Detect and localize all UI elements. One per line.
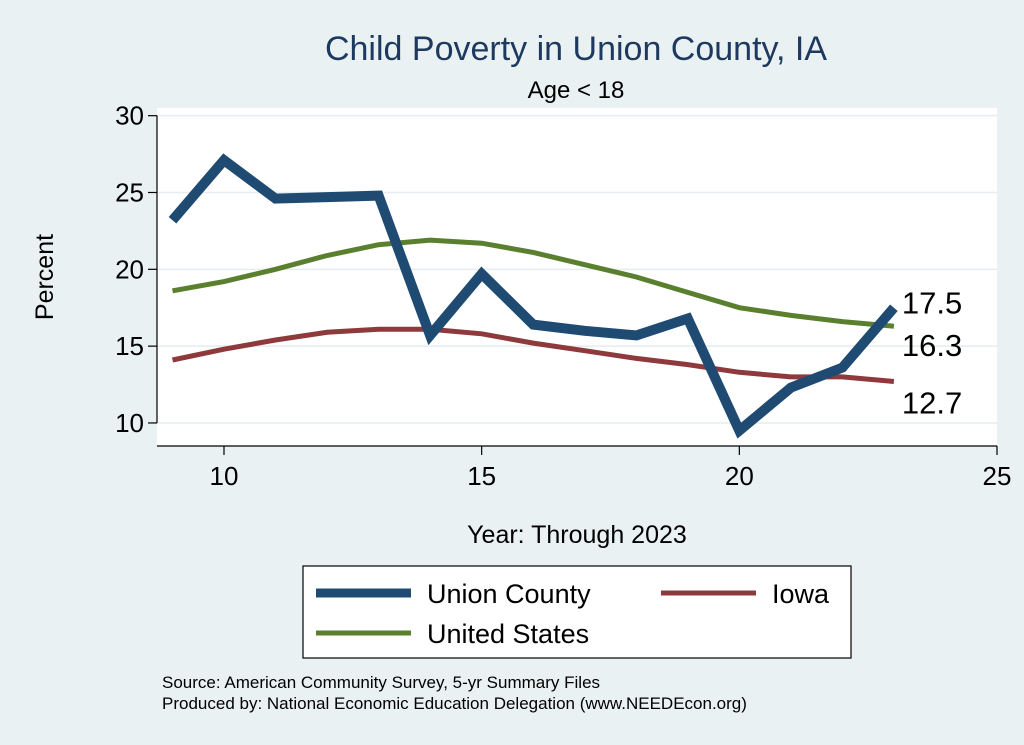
y-tick-label-20: 20 [115,254,144,284]
end-label-united-states: 16.3 [902,328,962,363]
legend: Union County Iowa United States [302,565,852,659]
chart-title: Child Poverty in Union County, IA [325,30,827,68]
source-note: Source: American Community Survey, 5-yr … [162,673,600,692]
end-label-iowa: 12.7 [902,385,962,420]
series-line-iowa [171,326,895,384]
y-tick-label-10: 10 [115,408,144,438]
plot-area [157,108,997,446]
legend-box [302,565,852,659]
end-label-union-county: 17.5 [902,286,962,321]
y-tick-label-30: 30 [115,101,144,131]
legend-label-union-county: Union County [427,579,591,609]
x-tick-label-25: 25 [983,461,1012,491]
x-tick-label-10: 10 [210,461,239,491]
legend-label-united-states: United States [427,619,589,649]
y-tick-label-25: 25 [115,178,144,208]
x-tick-label-20: 20 [725,461,754,491]
x-axis-label: Year: Through 2023 [467,521,687,549]
axes: 10 15 20 25 30 10 15 20 25 [115,101,1011,491]
series-line-union-county [168,153,898,439]
y-axis-label: Percent [31,234,59,320]
series-layer [168,153,898,439]
y-tick-label-15: 15 [115,331,144,361]
producer-note: Produced by: National Economic Education… [162,694,747,713]
end-labels: 17.5 12.7 16.3 [902,286,962,421]
chart-subtitle: Age < 18 [528,77,625,104]
series-line-united-states [172,237,895,329]
x-tick-label-15: 15 [467,461,496,491]
legend-label-iowa: Iowa [772,579,830,609]
